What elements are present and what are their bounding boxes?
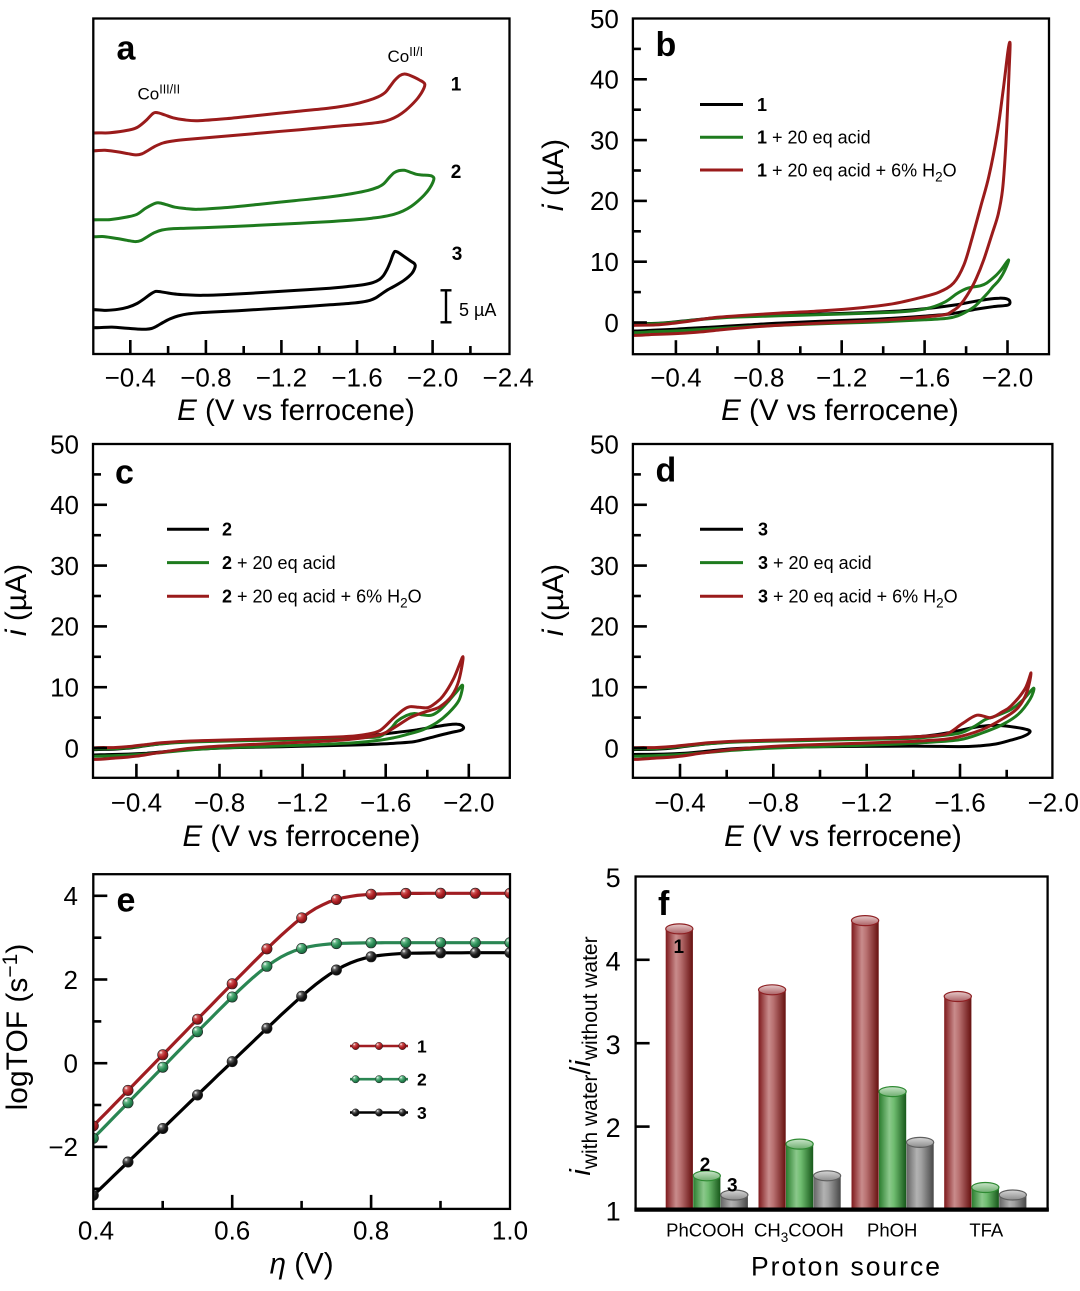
svg-text:2 + 20 eq acid: 2 + 20 eq acid: [222, 553, 336, 573]
svg-text:0.6: 0.6: [214, 1215, 250, 1245]
svg-text:−2.0: −2.0: [407, 363, 458, 393]
svg-text:1: 1: [674, 937, 685, 958]
svg-text:E (V vs ferrocene): E (V vs ferrocene): [177, 394, 415, 427]
svg-text:−0.8: −0.8: [194, 788, 245, 818]
svg-text:5 µA: 5 µA: [459, 300, 496, 320]
svg-text:e: e: [117, 882, 136, 920]
svg-text:f: f: [658, 885, 670, 923]
svg-text:−0.4: −0.4: [105, 363, 156, 393]
svg-text:−1.2: −1.2: [256, 363, 307, 393]
svg-text:2: 2: [606, 1113, 621, 1143]
svg-text:−1.6: −1.6: [899, 363, 950, 393]
svg-text:0: 0: [65, 733, 79, 763]
svg-text:η (V): η (V): [270, 1248, 334, 1281]
svg-text:40: 40: [590, 65, 619, 95]
svg-text:i (µA): i (µA): [537, 139, 570, 211]
svg-text:4: 4: [606, 946, 621, 976]
svg-text:30: 30: [50, 551, 79, 581]
svg-text:30: 30: [590, 125, 619, 155]
svg-text:0: 0: [604, 733, 618, 763]
svg-text:1.0: 1.0: [492, 1215, 528, 1245]
svg-text:20: 20: [590, 186, 619, 216]
svg-text:2 + 20 eq acid + 6% H2O: 2 + 20 eq acid + 6% H2O: [222, 587, 422, 611]
svg-text:PhOH: PhOH: [867, 1219, 917, 1240]
svg-text:Proton source: Proton source: [751, 1252, 942, 1282]
svg-text:40: 40: [590, 490, 619, 520]
svg-text:−2.0: −2.0: [982, 363, 1033, 393]
svg-text:2: 2: [64, 965, 78, 995]
svg-text:−0.4: −0.4: [654, 788, 705, 818]
svg-text:0: 0: [604, 308, 618, 338]
svg-text:4: 4: [64, 881, 78, 911]
svg-text:−2.4: −2.4: [483, 363, 534, 393]
svg-text:a: a: [117, 29, 137, 67]
svg-text:E (V vs ferrocene): E (V vs ferrocene): [724, 820, 962, 853]
svg-text:i (µA): i (µA): [0, 564, 33, 636]
svg-text:20: 20: [590, 612, 619, 642]
svg-text:−1.2: −1.2: [841, 788, 892, 818]
svg-text:−0.8: −0.8: [733, 363, 784, 393]
svg-text:E (V vs ferrocene): E (V vs ferrocene): [721, 394, 959, 427]
svg-text:−2: −2: [48, 1132, 78, 1162]
svg-text:10: 10: [590, 247, 619, 277]
svg-text:2: 2: [222, 520, 232, 540]
svg-text:−1.2: −1.2: [816, 363, 867, 393]
svg-text:10: 10: [50, 673, 79, 703]
svg-text:3: 3: [417, 1103, 427, 1123]
svg-text:c: c: [115, 454, 134, 492]
svg-text:−0.8: −0.8: [180, 363, 231, 393]
svg-text:30: 30: [590, 551, 619, 581]
svg-text:b: b: [656, 26, 677, 64]
svg-text:3: 3: [452, 244, 463, 265]
svg-text:2: 2: [417, 1070, 427, 1090]
svg-text:1 + 20 eq acid + 6% H2O: 1 + 20 eq acid + 6% H2O: [757, 160, 957, 184]
svg-text:10: 10: [590, 673, 619, 703]
svg-text:1: 1: [417, 1036, 427, 1056]
svg-text:−1.6: −1.6: [934, 788, 985, 818]
svg-text:3 + 20 eq acid: 3 + 20 eq acid: [758, 553, 872, 573]
svg-text:−2.0: −2.0: [1028, 788, 1079, 818]
svg-text:1: 1: [606, 1197, 621, 1227]
svg-text:40: 40: [50, 490, 79, 520]
svg-text:1 + 20 eq acid: 1 + 20 eq acid: [757, 128, 871, 148]
svg-text:d: d: [656, 452, 677, 490]
svg-text:3 + 20 eq acid + 6% H2O: 3 + 20 eq acid + 6% H2O: [758, 587, 958, 611]
svg-text:5: 5: [606, 863, 621, 893]
svg-text:20: 20: [50, 612, 79, 642]
svg-text:50: 50: [50, 429, 79, 459]
svg-text:TFA: TFA: [969, 1219, 1004, 1240]
svg-text:−1.6: −1.6: [331, 363, 382, 393]
svg-text:−2.0: −2.0: [443, 788, 494, 818]
svg-text:−0.8: −0.8: [748, 788, 799, 818]
svg-text:E (V vs ferrocene): E (V vs ferrocene): [183, 820, 421, 853]
svg-text:PhCOOH: PhCOOH: [666, 1219, 744, 1240]
svg-text:0.8: 0.8: [353, 1215, 389, 1245]
svg-text:3: 3: [758, 520, 768, 540]
svg-text:1: 1: [451, 75, 462, 96]
svg-text:−1.2: −1.2: [277, 788, 328, 818]
svg-text:0: 0: [64, 1049, 78, 1079]
svg-text:−0.4: −0.4: [650, 363, 701, 393]
svg-text:i (µA): i (µA): [537, 564, 570, 636]
svg-text:50: 50: [590, 429, 619, 459]
svg-text:2: 2: [700, 1155, 711, 1176]
svg-text:−0.4: −0.4: [111, 788, 162, 818]
svg-text:2: 2: [451, 162, 462, 183]
svg-text:3: 3: [606, 1030, 621, 1060]
svg-text:iwith water/iwithout water: iwith water/iwithout water: [565, 936, 602, 1175]
svg-text:−1.6: −1.6: [360, 788, 411, 818]
svg-text:50: 50: [590, 4, 619, 34]
svg-text:1: 1: [757, 95, 767, 115]
svg-text:3: 3: [727, 1175, 738, 1196]
svg-text:0.4: 0.4: [78, 1215, 114, 1245]
